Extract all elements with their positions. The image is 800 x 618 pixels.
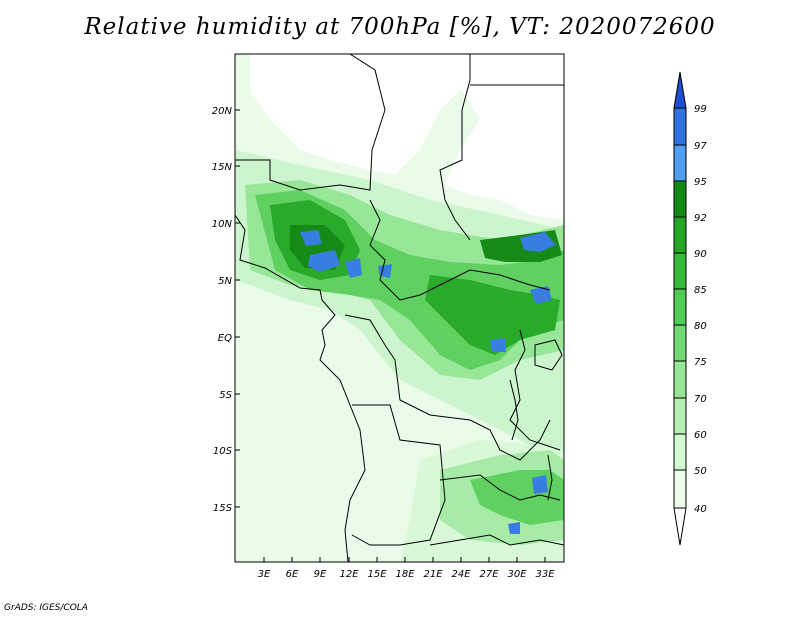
map-panel [235,54,564,562]
lon-label: 3E [258,569,271,580]
border-angola [351,404,446,546]
lat-label: 10S [213,446,233,457]
longitude-axis [263,557,546,562]
longitude-labels: 3E 6E 9E 12E 15E 18E 21E 24E 27E 30E 33E [258,569,556,580]
map-title: Relative humidity at 700hPa [%], VT: 202… [84,14,716,40]
colorbar-label: 85 [694,285,707,296]
lon-label: 6E [286,569,299,580]
colorbar-segment [673,180,687,218]
colorbar-labels: 99 97 95 92 90 85 80 75 70 60 50 40 [694,104,707,515]
dry-region-north [250,54,470,175]
lat-label: 5N [218,276,232,287]
dry-region-northeast [440,54,564,220]
colorbar-label: 95 [694,177,707,188]
colorbar-top-arrow [673,71,687,109]
colorbar-segment [673,397,687,435]
colorbar-segment [673,469,687,509]
lat-label: 15S [213,503,233,514]
colorbar-segment [673,360,687,399]
colorbar-bottom-arrow [673,507,687,546]
coastline-west [235,214,366,562]
border-libya-sudan [439,54,471,241]
colorbar-segment [673,288,687,326]
colorbar-label: 97 [694,141,707,152]
lon-label: 21E [423,569,443,580]
lon-label: 30E [507,569,527,580]
lake-malawi [547,454,553,501]
lon-label: 33E [535,569,555,580]
footer-credit: GrADS: IGES/COLA [4,603,88,613]
colorbar [673,71,687,546]
lat-label: 5S [219,390,232,401]
border-north-africa [235,54,386,191]
lon-label: 12E [339,569,359,580]
lat-label: 20N [212,106,233,117]
humidity-band-90-east [425,275,560,355]
latitude-labels: 20N 15N 10N 5N EQ 5S 10S 15S [212,106,233,514]
border-central-africa [369,199,551,301]
humidity-band-95-center [345,258,392,278]
lat-label: 15N [212,162,233,173]
lat-label: 10N [212,219,233,230]
lat-label: EQ [218,333,232,344]
colorbar-segment [673,252,687,290]
map-frame [234,53,565,563]
colorbar-segment [673,216,687,254]
border-congo [344,314,551,461]
colorbar-label: 90 [694,249,707,260]
colorbar-segment [673,324,687,362]
colorbar-segment [673,144,687,182]
colorbar-label: 70 [694,394,707,405]
border-zambia [439,474,561,501]
humidity-band-95-west [300,230,340,272]
lon-label: 24E [451,569,471,580]
colorbar-label: 92 [694,213,707,224]
border-south [429,534,564,546]
lon-label: 27E [479,569,499,580]
lon-label: 18E [395,569,415,580]
lake-victoria [534,339,563,371]
colorbar-label: 60 [694,430,707,441]
humidity-band-95-east [490,232,556,352]
lon-label: 15E [367,569,387,580]
latitude-axis [235,109,240,508]
colorbar-segment [673,107,687,146]
map-borders [235,54,564,562]
colorbar-label: 99 [694,104,707,115]
lon-label: 9E [314,569,327,580]
border-east-africa [509,329,561,451]
colorbar-label: 50 [694,466,707,477]
humidity-band-95-south [508,475,548,534]
colorbar-label: 40 [694,504,707,515]
colorbar-label: 80 [694,321,707,332]
lake-tanganyika [509,379,519,441]
colorbar-segment [673,433,687,471]
colorbar-label: 75 [694,357,707,368]
